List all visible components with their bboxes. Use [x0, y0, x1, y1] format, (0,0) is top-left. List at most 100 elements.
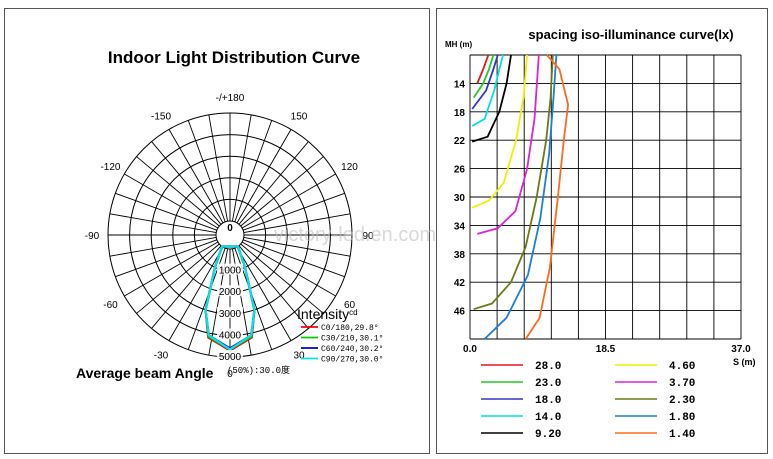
polar-radial-label: 3000 [219, 309, 242, 320]
iso-y-ticks: 14 18 22 26 30 34 38 42 46 [454, 79, 466, 317]
iso-y-tick: 46 [454, 307, 466, 318]
polar-grid-spoke [151, 141, 222, 225]
polar-angle-label: 120 [341, 162, 358, 173]
light-distribution-panel: Indoor Light Distribution Curve -/+180 -1… [4, 8, 436, 454]
polar-grid-spoke [109, 213, 217, 234]
polar-angle-label: -150 [151, 111, 171, 122]
iso-series-5 [471, 54, 528, 209]
polar-angle-label: 0 [227, 369, 233, 380]
polar-curves [204, 245, 256, 352]
polar-legend-label: C0/180,29.8° [321, 324, 379, 333]
polar-grid-spoke [115, 239, 217, 278]
polar-chart-title: Indoor Light Distribution Curve [108, 48, 360, 67]
polar-radial-label: 2000 [219, 287, 242, 298]
polar-grid-spoke [243, 239, 345, 278]
polar-grid-spoke [151, 245, 222, 329]
polar-series-3 [204, 245, 256, 351]
iso-series-3 [471, 54, 504, 127]
polar-grid-spoke [243, 213, 351, 234]
iso-legend-label: 18.0 [535, 395, 561, 407]
iso-series-0 [476, 54, 490, 84]
iso-legend-label: 1.40 [669, 429, 695, 441]
polar-grid-spoke [168, 129, 224, 224]
iso-legend-label: 3.70 [669, 378, 695, 390]
intensity-label: Intensitycd [297, 306, 358, 322]
iso-illuminance-chart: spacing iso-illuminance curve(lx) MH (m)… [445, 27, 756, 441]
iso-y-tick: 26 [454, 165, 466, 176]
iso-series-9 [524, 54, 569, 340]
polar-grid-spoke [208, 114, 229, 222]
polar-angle-label: -30 [154, 351, 169, 362]
beam-angle-value: (50%):30.0度 [227, 364, 290, 376]
polar-radial-label: 4000 [219, 330, 242, 341]
polar-legend: C0/180,29.8° C30/210,30.1°C60/240,30.2° C9… [301, 324, 383, 365]
polar-angle-label: 30 [293, 351, 305, 362]
polar-grid-spoke [240, 243, 324, 314]
polar-legend-label: C90/270,30.0° [321, 356, 383, 365]
polar-legend-label: C60/240,30.2° [321, 345, 383, 354]
polar-radial-label-bg [217, 306, 243, 318]
iso-legend-label: 4.60 [669, 361, 695, 373]
iso-x-tick: 37.0 [731, 344, 751, 355]
polar-angle-label: -120 [100, 162, 120, 173]
polar-radial-labels: 1000 2000 3000 4000 5000 [217, 263, 243, 363]
polar-grid-spoke [109, 236, 217, 257]
iso-y-tick: 34 [454, 221, 466, 232]
iso-x-axis-label: S (m) [733, 357, 756, 367]
iso-series-4 [471, 54, 512, 143]
iso-y-axis-label: MH (m) [445, 40, 472, 49]
polar-grid-spoke [236, 246, 292, 341]
iso-y-tick: 42 [454, 278, 466, 289]
polar-radial-label: 5000 [219, 352, 242, 363]
iso-series-7 [473, 54, 554, 311]
polar-center-label: 0 [227, 223, 233, 234]
iso-legend-label: 14.0 [535, 412, 561, 424]
polar-grid-spoke [243, 236, 351, 257]
polar-grid-spoke [241, 241, 336, 297]
polar-grid-spoke [241, 173, 336, 229]
polar-grid-spoke [243, 192, 345, 231]
iso-series-2 [471, 54, 499, 110]
polar-angle-label: -/+180 [216, 93, 245, 104]
intensity-unit: cd [349, 308, 357, 317]
iso-curves [471, 54, 569, 340]
polar-grid-spoke [187, 120, 226, 222]
iso-series-6 [477, 54, 540, 235]
iso-y-tick: 14 [454, 79, 466, 90]
polar-grid-spoke [168, 246, 224, 341]
polar-grid-spoke [124, 173, 219, 229]
polar-grid-spoke [238, 245, 309, 329]
iso-series-1 [472, 54, 495, 99]
iso-illuminance-panel: spacing iso-illuminance curve(lx) MH (m)… [436, 8, 768, 454]
iso-chart-title: spacing iso-illuminance curve(lx) [528, 27, 733, 42]
polar-radial-label: 1000 [219, 266, 242, 277]
polar-angle-label: -60 [103, 300, 118, 311]
polar-angle-label: -90 [85, 231, 100, 242]
polar-grid-spoke [124, 241, 219, 297]
iso-y-tick: 18 [454, 108, 466, 119]
iso-legend-label: 1.80 [669, 412, 695, 424]
iso-legend-label: 2.30 [669, 395, 695, 407]
polar-angle-labels: -/+180 -150 150 -120 120 -90 90 -60 60 -30 30 0 [85, 93, 374, 380]
beam-angle-label: Average beam Angle [76, 365, 214, 381]
polar-chart: Indoor Light Distribution Curve -/+180 -1… [76, 48, 436, 381]
polar-watermark: victory-led.en.com [274, 224, 436, 246]
iso-x-tick: 0.0 [463, 344, 477, 355]
polar-grid-spoke [231, 114, 252, 222]
iso-legend-label: 9.20 [535, 429, 561, 441]
polar-angle-label: 90 [362, 231, 374, 242]
intensity-label-text: Intensity [297, 306, 349, 322]
iso-legend: 28.0 23.0 18.0 14.0 9.20 4.60 3.70 2.30 1.80 1.40 [481, 361, 695, 441]
iso-series-8 [483, 54, 558, 340]
polar-radial-label-bg [217, 350, 243, 361]
polar-grid-spoke [136, 156, 220, 227]
iso-legend-label: 28.0 [535, 361, 561, 373]
polar-radial-label-bg [217, 328, 243, 340]
iso-y-tick: 22 [454, 136, 466, 147]
polar-grid-spoke [136, 243, 220, 314]
polar-grid-spoke [234, 120, 273, 222]
iso-grid [469, 54, 742, 340]
iso-y-tick: 30 [454, 193, 466, 204]
polar-grid-spoke [238, 141, 309, 225]
polar-radial-label-bg [217, 263, 243, 275]
